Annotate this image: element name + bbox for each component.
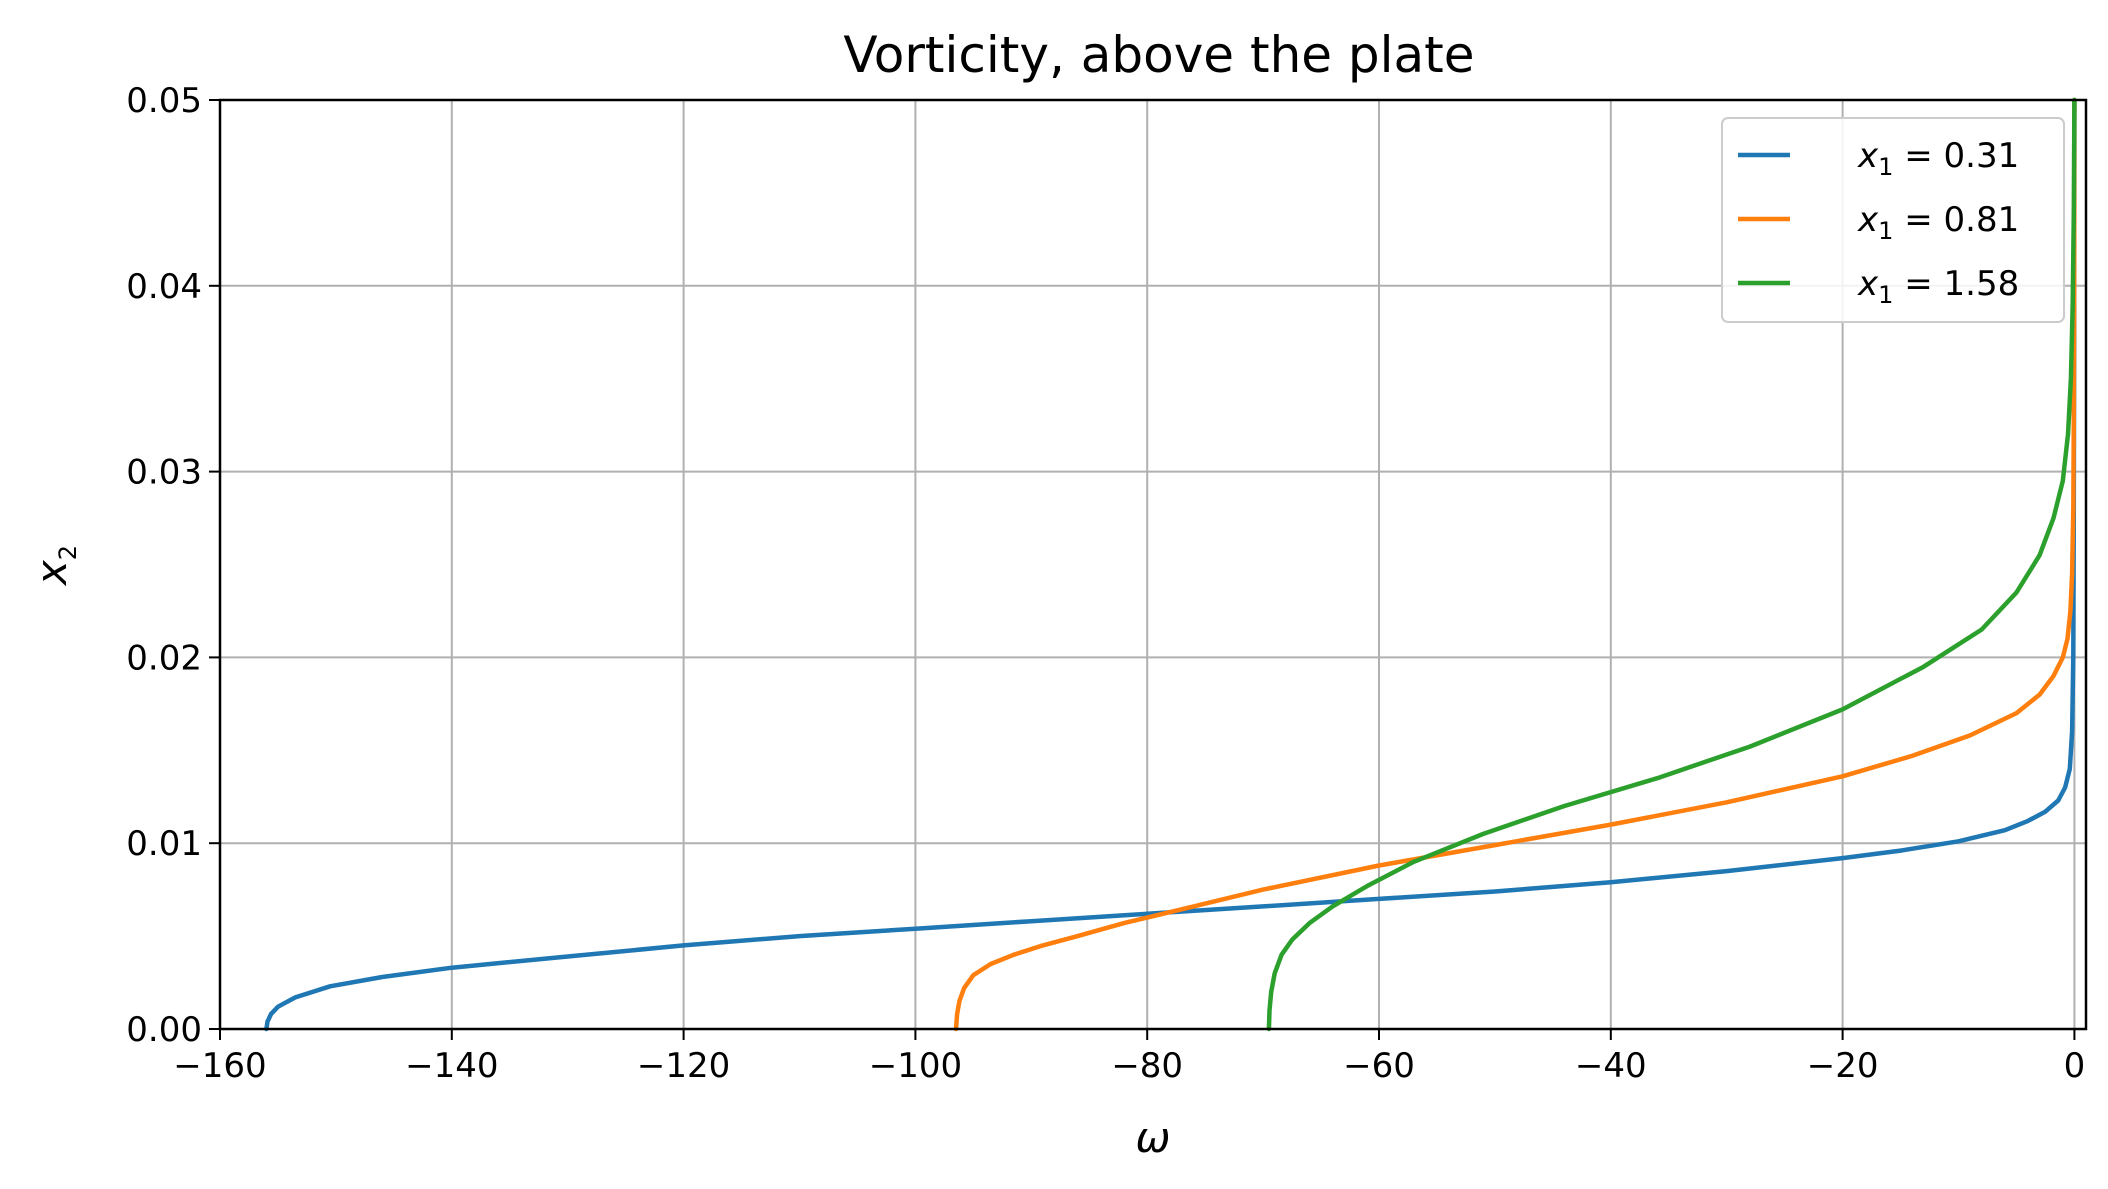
x-tick-label: −160 — [173, 1046, 266, 1086]
y-tick-label: 0.05 — [126, 81, 202, 121]
legend-label-value: = 0.81 — [1893, 200, 2019, 240]
y-axis-label-sub: 2 — [54, 545, 82, 560]
legend-label-3: x1 = 1.58 — [1857, 264, 2019, 309]
y-tick-label: 0.03 — [126, 453, 202, 493]
tick-marks — [209, 99, 2076, 1040]
x-tick-label: −80 — [1111, 1046, 1183, 1086]
chart-title: Vorticity, above the plate — [843, 26, 1474, 84]
series-line-2 — [953, 97, 2077, 1032]
y-tick-labels: 0.00 0.01 0.02 0.03 0.04 0.05 — [126, 81, 202, 1050]
legend-label-sub: 1 — [1878, 281, 1893, 309]
legend-label-base: x — [1857, 264, 1879, 304]
x-tick-label: −120 — [637, 1046, 730, 1086]
y-axis-label-base: x — [27, 559, 76, 587]
y-tick-label: 0.00 — [126, 1010, 202, 1050]
legend-label-1: x1 = 0.31 — [1857, 136, 2019, 181]
x-tick-label: −20 — [1807, 1046, 1879, 1086]
legend-label-base: x — [1857, 136, 1879, 176]
legend-label-value: = 1.58 — [1893, 264, 2019, 304]
legend-frame — [1721, 117, 2065, 323]
x-axis-label: ω — [1135, 1113, 1170, 1162]
legend-label-value: = 0.31 — [1893, 136, 2019, 176]
y-tick-label: 0.01 — [126, 824, 202, 864]
series-line-1 — [264, 97, 2077, 1032]
x-tick-label: 0 — [2064, 1046, 2086, 1086]
series-line-3 — [1266, 97, 2077, 1032]
legend-label-sub: 1 — [1878, 153, 1893, 181]
x-tick-label: −40 — [1575, 1046, 1647, 1086]
y-tick-label: 0.04 — [126, 267, 202, 307]
x-tick-label: −60 — [1343, 1046, 1415, 1086]
plot-frame — [218, 98, 2088, 1031]
legend-label-sub: 1 — [1878, 217, 1893, 245]
y-axis-label: x2 — [27, 545, 82, 587]
x-tick-label: −140 — [405, 1046, 498, 1086]
legend-label-base: x — [1857, 200, 1879, 240]
x-tick-labels: −160 −140 −120 −100 −80 −60 −40 −20 0 — [173, 1046, 2085, 1086]
y-tick-label: 0.02 — [126, 638, 202, 678]
legend-label-2: x1 = 0.81 — [1857, 200, 2019, 245]
x-tick-label: −100 — [869, 1046, 962, 1086]
series-layer — [264, 97, 2077, 1032]
